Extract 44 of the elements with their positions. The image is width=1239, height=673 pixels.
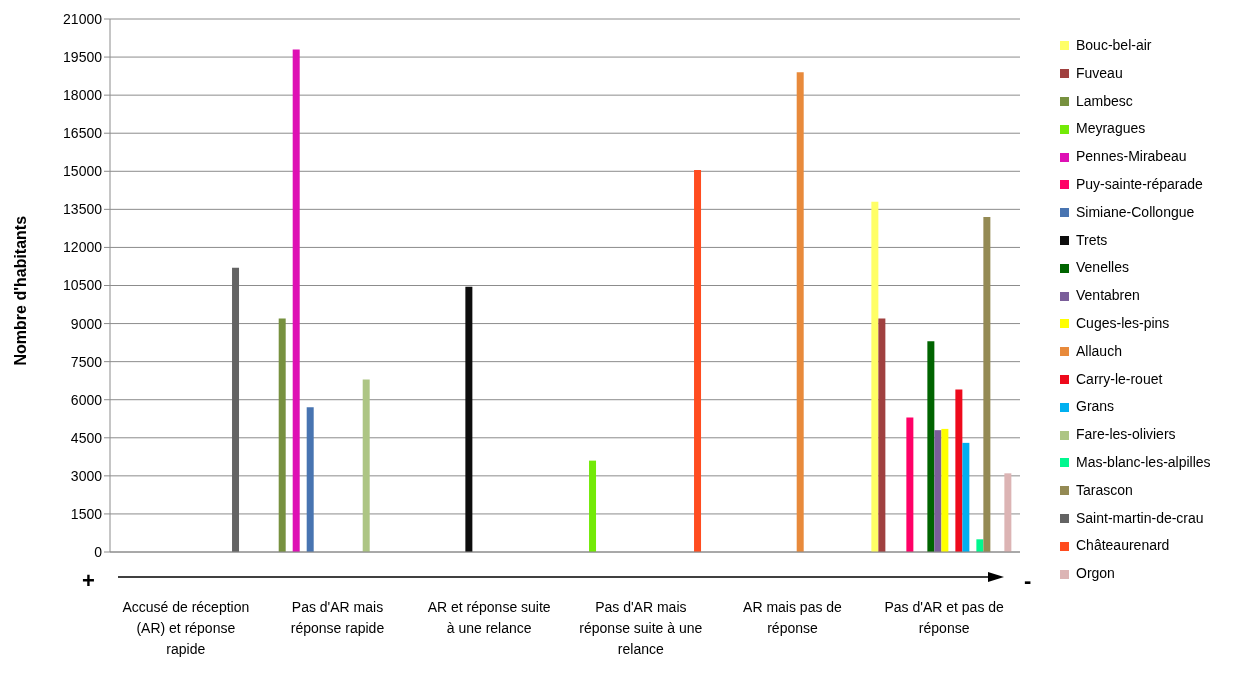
- legend-label: Trets: [1076, 230, 1108, 250]
- legend-label: Lambesc: [1076, 91, 1133, 111]
- legend-label: Orgon: [1076, 564, 1115, 584]
- text: -: [1024, 568, 1032, 594]
- y-tick-label: 3000: [70, 467, 103, 484]
- y-tick-label: 13500: [63, 201, 103, 218]
- legend-label: Cuges-les-pins: [1076, 313, 1170, 333]
- legend-label: Allauch: [1076, 341, 1122, 361]
- x-tick-label: Pas d'AR mais réponse rapide: [290, 599, 385, 636]
- legend-label: Fare-les-oliviers: [1076, 425, 1176, 445]
- y-tick-label: 1500: [70, 505, 103, 522]
- y-tick-label: 6000: [70, 391, 103, 408]
- legend-label: Meyragues: [1076, 119, 1146, 139]
- y-axis-title: Nombre d'habitants: [11, 215, 29, 366]
- legend-label: Saint-martin-de-crau: [1076, 508, 1204, 528]
- y-tick-label: 12000: [63, 239, 103, 256]
- legend-label: Grans: [1076, 397, 1115, 417]
- y-tick-label: 0: [94, 543, 103, 560]
- y-tick-label: 18000: [63, 87, 103, 104]
- x-tick-label: AR mais pas de réponse: [743, 599, 843, 636]
- x-tick-label: Pas d'AR mais réponse suite à une relance: [579, 599, 703, 657]
- legend-label: Venelles: [1076, 258, 1129, 278]
- legend-label: Puy-sainte-réparade: [1076, 175, 1203, 194]
- legend-label: Ventabren: [1076, 286, 1140, 306]
- legend-label: Pennes-Mirabeau: [1076, 147, 1187, 167]
- y-tick-label: 7500: [70, 353, 103, 370]
- legend-label: Carry-le-rouet: [1076, 369, 1163, 389]
- y-tick-label: 4500: [70, 429, 103, 446]
- legend-label: Bouc-bel-air: [1076, 36, 1152, 55]
- y-tick-label: 15000: [63, 163, 103, 180]
- legend-label: Mas-blanc-les-alpilles: [1076, 452, 1211, 472]
- legend-label: Châteaurenard: [1076, 536, 1170, 556]
- text: +: [82, 568, 95, 594]
- y-tick-label: 16500: [63, 125, 103, 142]
- y-tick-label: 19500: [63, 49, 103, 66]
- legend-label: Fuveau: [1076, 63, 1123, 83]
- x-tick-label: Pas d'AR et pas de réponse: [884, 599, 1005, 636]
- x-tick-label: Accusé de réception (AR) et réponse rapide: [122, 599, 250, 657]
- y-tick-label: 21000: [63, 10, 103, 27]
- legend-label: Tarascon: [1076, 480, 1133, 500]
- legend-label: Simiane-Collongue: [1076, 202, 1195, 222]
- y-tick-label: 10500: [63, 277, 103, 294]
- x-tick-label: AR et réponse suite à une relance: [427, 599, 551, 636]
- y-tick-label: 9000: [70, 315, 103, 332]
